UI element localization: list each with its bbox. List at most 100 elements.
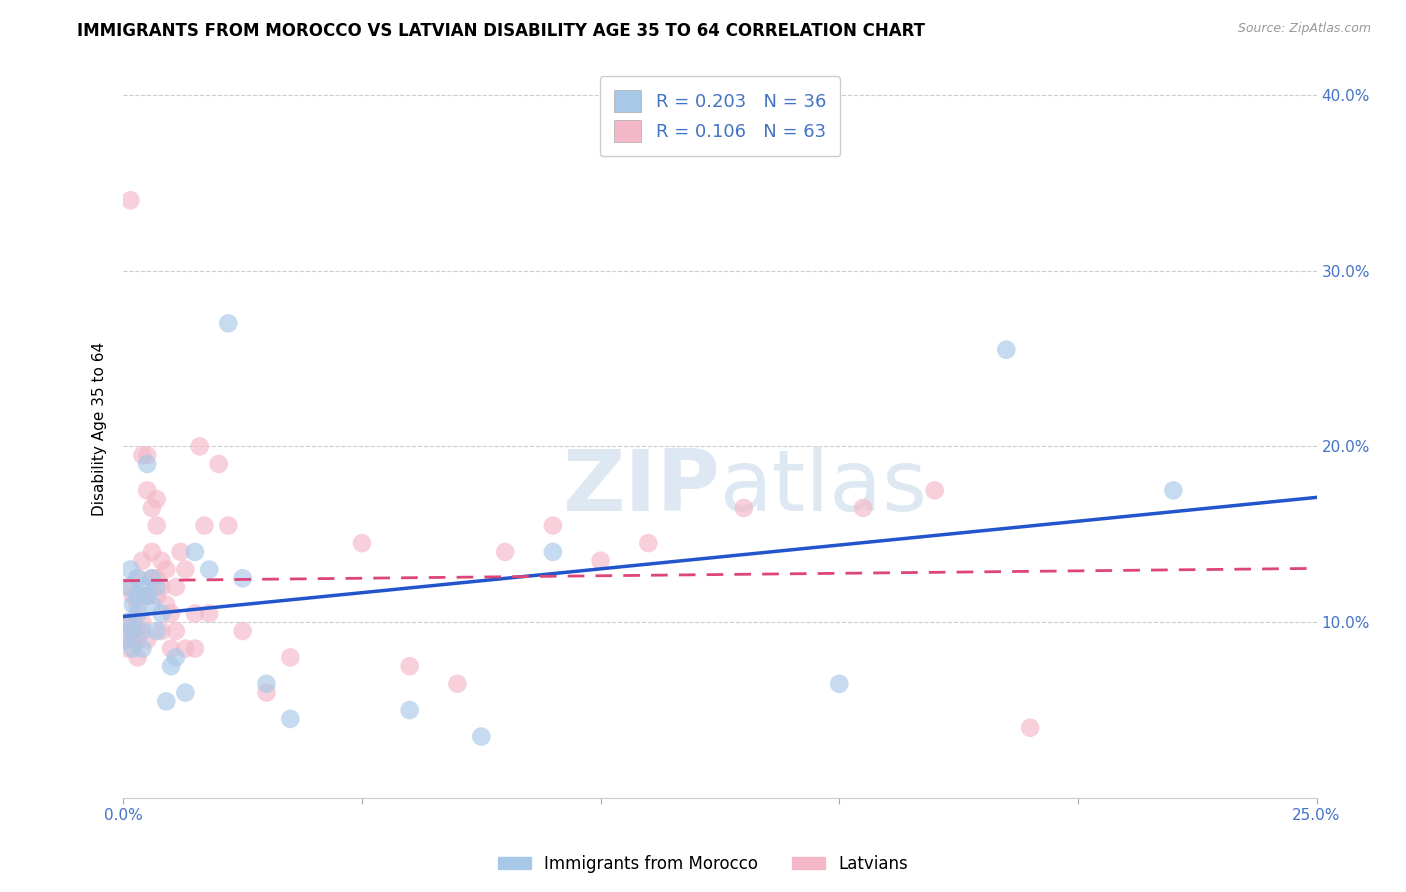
Point — [589, 554, 612, 568]
Point — [136, 589, 159, 603]
Point — [117, 615, 139, 630]
Point — [174, 562, 197, 576]
Point — [136, 589, 159, 603]
Point — [127, 632, 149, 647]
Point — [141, 545, 163, 559]
Point — [155, 562, 177, 576]
Point — [198, 562, 221, 576]
Point — [117, 615, 139, 630]
Point — [160, 607, 183, 621]
Point — [398, 659, 420, 673]
Point — [145, 580, 167, 594]
Point — [160, 641, 183, 656]
Point — [280, 712, 302, 726]
Point — [232, 624, 254, 638]
Point — [121, 598, 143, 612]
Point — [184, 607, 207, 621]
Point — [127, 589, 149, 603]
Point — [150, 624, 173, 638]
Point — [127, 598, 149, 612]
Point — [136, 448, 159, 462]
Point — [256, 677, 278, 691]
Point — [174, 685, 197, 699]
Point — [995, 343, 1018, 357]
Point — [117, 580, 139, 594]
Point — [141, 571, 163, 585]
Point — [188, 439, 211, 453]
Point — [217, 518, 239, 533]
Point — [208, 457, 231, 471]
Point — [136, 483, 159, 498]
Point — [470, 730, 492, 744]
Text: Source: ZipAtlas.com: Source: ZipAtlas.com — [1237, 22, 1371, 36]
Point — [541, 518, 564, 533]
Point — [280, 650, 302, 665]
Point — [131, 580, 153, 594]
Point — [446, 677, 468, 691]
Point — [165, 580, 187, 594]
Point — [165, 624, 187, 638]
Point — [350, 536, 373, 550]
Point — [155, 694, 177, 708]
Point — [117, 641, 139, 656]
Point — [637, 536, 659, 550]
Point — [120, 194, 142, 208]
Point — [131, 615, 153, 630]
Point — [131, 554, 153, 568]
Point — [541, 545, 564, 559]
Point — [141, 571, 163, 585]
Point — [828, 677, 851, 691]
Point — [121, 589, 143, 603]
Point — [131, 589, 153, 603]
Point — [145, 492, 167, 507]
Point — [1163, 483, 1185, 498]
Point — [145, 624, 167, 638]
Point — [141, 500, 163, 515]
Point — [256, 685, 278, 699]
Text: ZIP: ZIP — [562, 446, 720, 530]
Point — [193, 518, 215, 533]
Point — [127, 571, 149, 585]
Text: atlas: atlas — [720, 446, 928, 530]
Point — [121, 641, 143, 656]
Point — [217, 316, 239, 330]
Point — [733, 500, 755, 515]
Point — [121, 624, 143, 638]
Point — [150, 607, 173, 621]
Point — [145, 589, 167, 603]
Point — [494, 545, 516, 559]
Point — [121, 615, 143, 630]
Point — [114, 632, 136, 647]
Point — [127, 624, 149, 638]
Point — [136, 457, 159, 471]
Legend: Immigrants from Morocco, Latvians: Immigrants from Morocco, Latvians — [491, 848, 915, 880]
Point — [150, 580, 173, 594]
Point — [114, 615, 136, 630]
Point — [121, 624, 143, 638]
Point — [155, 598, 177, 612]
Y-axis label: Disability Age 35 to 64: Disability Age 35 to 64 — [93, 342, 107, 516]
Point — [127, 571, 149, 585]
Point — [131, 624, 153, 638]
Point — [852, 500, 875, 515]
Point — [120, 562, 142, 576]
Point — [114, 632, 136, 647]
Point — [184, 641, 207, 656]
Point — [131, 448, 153, 462]
Point — [924, 483, 946, 498]
Text: IMMIGRANTS FROM MOROCCO VS LATVIAN DISABILITY AGE 35 TO 64 CORRELATION CHART: IMMIGRANTS FROM MOROCCO VS LATVIAN DISAB… — [77, 22, 925, 40]
Point — [398, 703, 420, 717]
Point — [1019, 721, 1042, 735]
Point — [165, 650, 187, 665]
Point — [169, 545, 191, 559]
Point — [198, 607, 221, 621]
Point — [150, 554, 173, 568]
Point — [136, 632, 159, 647]
Point — [174, 641, 197, 656]
Point — [145, 518, 167, 533]
Point — [141, 598, 163, 612]
Point — [131, 641, 153, 656]
Point — [121, 632, 143, 647]
Point — [117, 580, 139, 594]
Point — [127, 607, 149, 621]
